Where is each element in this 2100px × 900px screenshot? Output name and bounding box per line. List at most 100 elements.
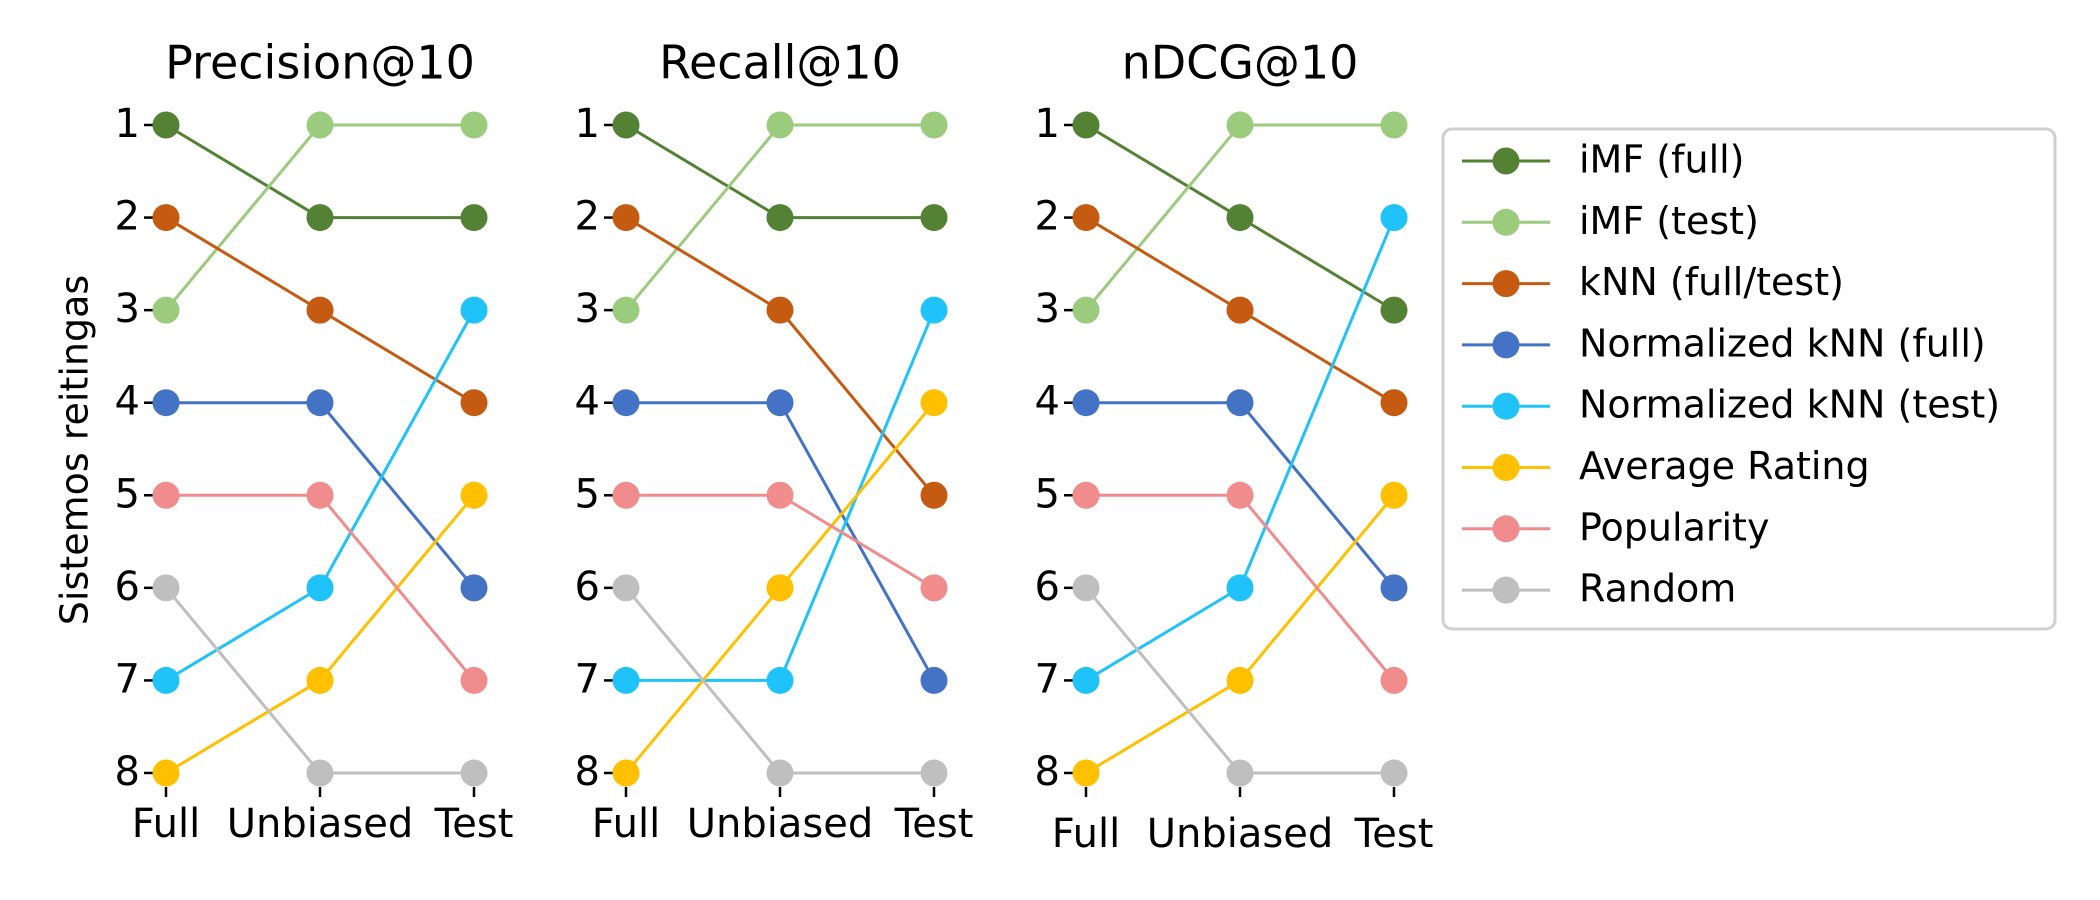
data-point <box>152 666 180 694</box>
x-tick-label: Full <box>592 801 660 847</box>
data-point <box>1226 759 1254 787</box>
series-line <box>625 216 936 497</box>
x-tick-label: Test <box>434 801 514 847</box>
data-point <box>460 296 488 324</box>
data-point <box>920 204 948 232</box>
y-tick-label: 7 <box>115 656 140 702</box>
series-line <box>1085 494 1396 775</box>
y-tick-label: 3 <box>1035 286 1060 332</box>
data-point <box>766 296 794 324</box>
data-point <box>152 204 180 232</box>
x-tick-label: Unbiased <box>687 801 873 847</box>
y-tick-label: 4 <box>115 379 140 425</box>
data-point <box>306 666 334 694</box>
series-line <box>626 401 936 682</box>
y-tick-label: 7 <box>575 656 600 702</box>
data-point <box>1072 389 1100 417</box>
data-point <box>152 389 180 417</box>
x-tick-label: Test <box>894 801 974 847</box>
legend: iMF (full) iMF (test) kNN (full/test) Norma… <box>1441 127 2057 631</box>
data-point <box>1380 389 1408 417</box>
data-point <box>1072 111 1100 139</box>
data-point <box>460 759 488 787</box>
data-point <box>306 389 334 417</box>
data-point <box>920 481 948 509</box>
legend-label: Popularity <box>1579 505 1769 549</box>
data-point <box>1072 666 1100 694</box>
legend-marker <box>1492 208 1520 236</box>
y-tick-label: 2 <box>575 194 600 240</box>
data-point <box>1072 759 1100 787</box>
data-point <box>1226 481 1254 509</box>
data-point <box>612 111 640 139</box>
data-point <box>612 389 640 417</box>
series-line <box>625 123 934 220</box>
y-tick-label: 7 <box>1035 656 1060 702</box>
y-tick-label: 4 <box>1035 379 1060 425</box>
data-point <box>1072 481 1100 509</box>
data-point <box>766 111 794 139</box>
data-point <box>766 574 794 602</box>
y-tick-label: 4 <box>575 379 600 425</box>
y-tick-label: 5 <box>575 471 600 517</box>
y-tick-label: 1 <box>575 101 600 147</box>
y-tick-label: 1 <box>1035 101 1060 147</box>
y-tick-label: 2 <box>1035 194 1060 240</box>
y-tick-label: 3 <box>575 286 600 332</box>
y-tick-label: 8 <box>115 749 140 795</box>
x-tick-label: Test <box>1354 811 1434 857</box>
data-point <box>152 296 180 324</box>
data-point <box>152 759 180 787</box>
data-point <box>1380 481 1408 509</box>
data-point <box>306 574 334 602</box>
data-point <box>766 481 794 509</box>
legend-marker <box>1492 576 1520 604</box>
y-tick-label: 8 <box>575 749 600 795</box>
legend-label: iMF (full) <box>1579 138 1745 182</box>
data-point <box>920 389 948 417</box>
y-tick-label: 6 <box>575 564 600 610</box>
data-point <box>920 296 948 324</box>
data-point <box>766 759 794 787</box>
legend-marker <box>1492 454 1520 481</box>
panel-title: Precision@10 <box>165 36 475 90</box>
legend-label: Normalized kNN (test) <box>1579 383 2000 427</box>
x-tick-label: Full <box>132 801 200 847</box>
data-point <box>1226 204 1254 232</box>
data-point <box>1226 296 1254 324</box>
legend-label: iMF (test) <box>1579 199 1759 243</box>
data-point <box>1226 111 1254 139</box>
data-point <box>1380 296 1408 324</box>
data-point <box>460 204 488 232</box>
data-point <box>766 389 794 417</box>
series-line <box>165 123 474 220</box>
legend-marker <box>1492 392 1520 420</box>
data-point <box>612 296 640 324</box>
data-point <box>612 759 640 787</box>
series-line <box>626 493 935 590</box>
data-point <box>920 666 948 694</box>
data-point <box>612 666 640 694</box>
legend-label: Average Rating <box>1579 444 1870 488</box>
data-point <box>460 389 488 417</box>
data-point <box>612 574 640 602</box>
data-point <box>306 481 334 509</box>
data-point <box>766 666 794 694</box>
data-point <box>460 111 488 139</box>
y-tick-label: 6 <box>1035 564 1060 610</box>
y-tick-label: 6 <box>115 564 140 610</box>
data-point <box>1380 759 1408 787</box>
data-point <box>1072 204 1100 232</box>
data-point <box>1226 574 1254 602</box>
data-point <box>1380 111 1408 139</box>
x-tick-label: Unbiased <box>1147 811 1333 857</box>
legend-marker <box>1492 331 1520 359</box>
panel-title: Recall@10 <box>659 36 901 90</box>
y-tick-label: 3 <box>115 286 140 332</box>
data-point <box>1226 666 1254 694</box>
y-tick-label: 2 <box>115 194 140 240</box>
y-tick-label: 8 <box>1035 749 1060 795</box>
data-point <box>920 759 948 787</box>
